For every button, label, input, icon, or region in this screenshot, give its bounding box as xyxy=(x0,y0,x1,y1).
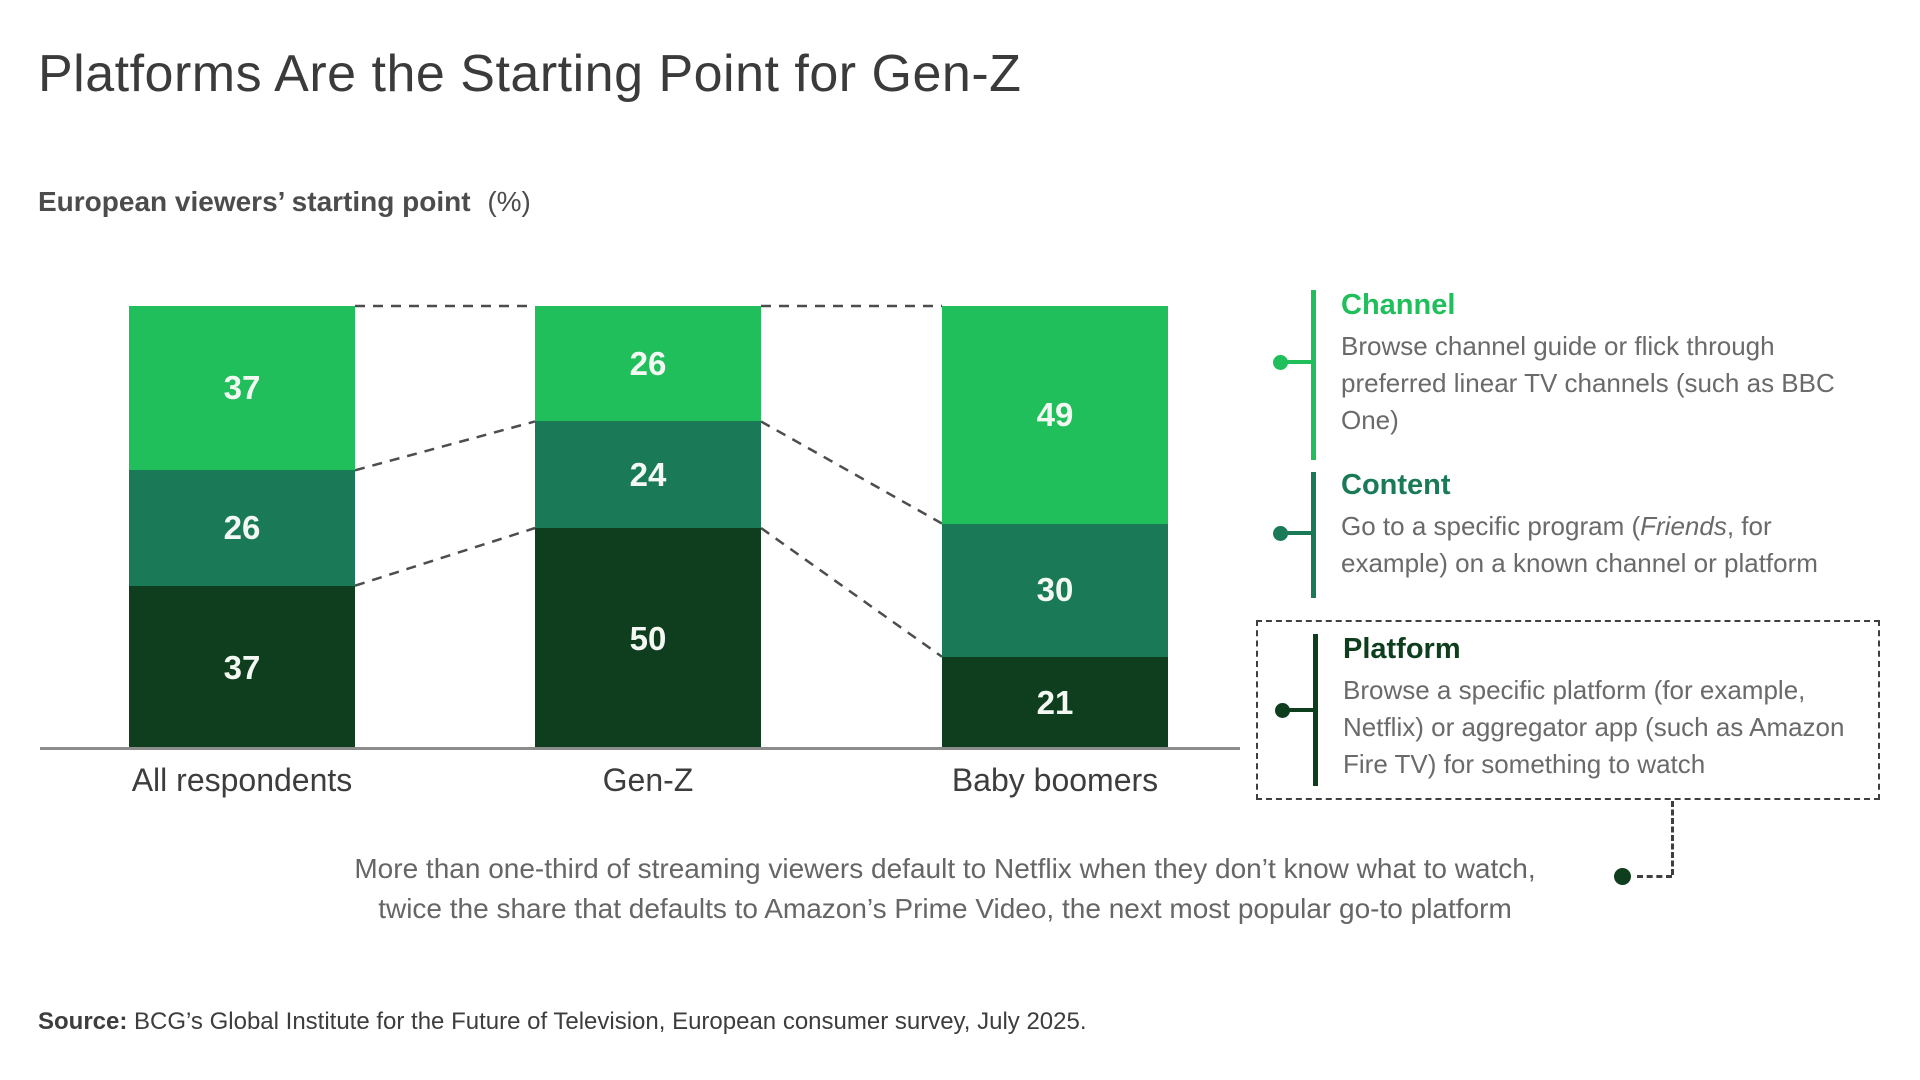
source-text: BCG’s Global Institute for the Future of… xyxy=(127,1008,1087,1035)
description-italic: Friends xyxy=(1640,511,1727,541)
legend-marker-line xyxy=(1311,472,1316,598)
callout-connector-horizontal xyxy=(1637,875,1672,878)
legend-marker-stem xyxy=(1286,360,1312,364)
legend-marker-line xyxy=(1313,634,1318,786)
bar-value-label: 26 xyxy=(629,344,667,382)
platform-callout-box: Platform Browse a specific platform (for… xyxy=(1256,620,1880,800)
legend-title-content: Content xyxy=(1341,469,1451,501)
legend-description-channel: Browse channel guide or flick through pr… xyxy=(1341,331,1835,435)
subtitle-unit: (%) xyxy=(487,186,531,217)
annotation-line-1: More than one-third of streaming viewers… xyxy=(354,853,1536,884)
bar-value-label: 49 xyxy=(1036,395,1074,433)
subtitle-text: European viewers’ starting point xyxy=(38,186,471,217)
legend-text-platform: Platform Browse a specific platform (for… xyxy=(1343,632,1878,783)
legend-marker-stem xyxy=(1286,531,1312,535)
legend-marker-dot-icon xyxy=(1273,355,1288,370)
legend-title-platform: Platform xyxy=(1343,633,1461,665)
legend-description-platform: Browse a specific platform (for example,… xyxy=(1343,675,1845,779)
chart-subtitle: European viewers’ starting point (%) xyxy=(38,186,531,218)
callout-connector-dot-icon xyxy=(1614,868,1631,885)
legend-marker-dot-icon xyxy=(1273,526,1288,541)
bar-value-label: 37 xyxy=(223,369,261,407)
connector-line xyxy=(354,526,536,587)
legend-title-channel: Channel xyxy=(1341,289,1456,321)
annotation-line-2: twice the share that defaults to Amazon’… xyxy=(378,893,1512,924)
bar-segment-channel-2: 49 xyxy=(942,306,1168,524)
bar-segment-channel-0: 37 xyxy=(129,306,355,471)
bar-segment-content-1: 24 xyxy=(535,421,761,528)
bar-segment-platform-2: 21 xyxy=(942,656,1168,750)
bar-value-label: 30 xyxy=(1036,571,1074,609)
callout-connector-vertical xyxy=(1671,801,1674,875)
bar-value-label: 21 xyxy=(1036,684,1074,722)
legend-marker-stem xyxy=(1288,708,1314,712)
connector-line xyxy=(354,420,536,472)
legend-description-content: Go to a specific program (Friends, for e… xyxy=(1341,508,1876,582)
bar-segment-platform-1: 50 xyxy=(535,528,761,750)
bar-segment-content-0: 26 xyxy=(129,470,355,586)
bar-segment-channel-1: 26 xyxy=(535,306,761,422)
legend-text-channel: Channel Browse channel guide or flick th… xyxy=(1341,288,1876,439)
connector-line xyxy=(760,420,943,525)
category-label-0: All respondents xyxy=(131,762,353,798)
annotation: More than one-third of streaming viewers… xyxy=(280,849,1610,929)
category-label-1: Gen-Z xyxy=(602,762,694,798)
description-pre: Go to a specific program ( xyxy=(1341,511,1641,541)
bar-value-label: 50 xyxy=(629,620,667,657)
legend-text-content: Content Go to a specific program (Friend… xyxy=(1341,468,1876,582)
bar-value-label: 37 xyxy=(223,648,261,686)
description-post: , for example) on a known channel or pla… xyxy=(1341,511,1818,578)
legend-marker-line xyxy=(1311,290,1316,460)
legend-item-content: Content Go to a specific program (Friend… xyxy=(1256,468,1901,598)
legend-item-platform: Platform Browse a specific platform (for… xyxy=(1258,632,1878,786)
bar-value-label: 26 xyxy=(223,508,261,546)
legend-item-channel: Channel Browse channel guide or flick th… xyxy=(1256,288,1901,460)
bar-value-label: 24 xyxy=(629,455,667,493)
legend-marker-dot-icon xyxy=(1275,703,1290,718)
connector-line xyxy=(760,526,943,658)
source-note: Source: BCG’s Global Institute for the F… xyxy=(38,1008,1087,1036)
bar-segment-content-2: 30 xyxy=(942,523,1168,657)
bar-segment-platform-0: 37 xyxy=(129,585,355,750)
source-label: Source: xyxy=(38,1008,128,1035)
page-title: Platforms Are the Starting Point for Gen… xyxy=(38,45,1022,103)
x-axis-line xyxy=(40,747,1240,750)
category-label-2: Baby boomers xyxy=(951,762,1159,798)
